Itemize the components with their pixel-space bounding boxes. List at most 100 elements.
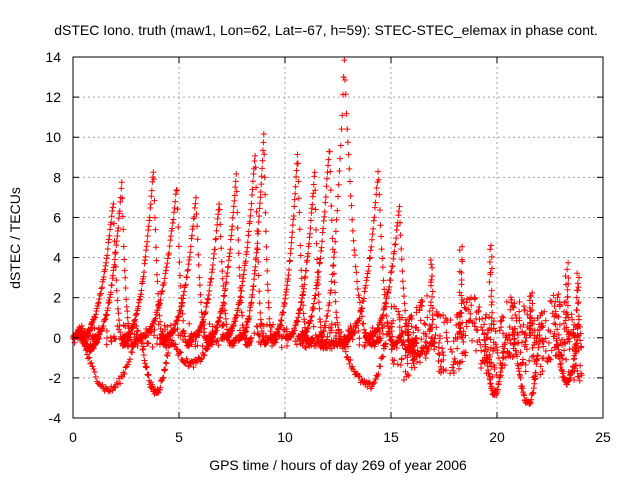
data-point <box>313 285 320 292</box>
data-point <box>292 190 299 197</box>
data-point <box>86 332 93 339</box>
data-point <box>221 292 228 299</box>
data-point <box>510 352 517 359</box>
data-point <box>301 319 308 326</box>
data-point <box>156 334 163 341</box>
data-point <box>550 292 557 299</box>
data-point <box>379 255 386 262</box>
data-point <box>523 334 530 341</box>
data-point <box>337 142 344 149</box>
data-point <box>459 296 466 303</box>
data-point <box>264 267 271 274</box>
data-point <box>177 307 184 314</box>
data-point <box>134 328 141 335</box>
data-point <box>210 255 217 262</box>
data-point <box>246 218 253 225</box>
data-point <box>172 198 179 205</box>
data-point <box>93 308 100 315</box>
data-point <box>106 232 113 239</box>
y-tick-label: 4 <box>53 250 61 266</box>
data-point <box>342 76 349 83</box>
data-point <box>496 327 503 334</box>
data-point <box>444 319 451 326</box>
data-point <box>154 278 161 285</box>
data-point <box>573 342 580 349</box>
data-point <box>379 313 386 320</box>
x-tick-label: 25 <box>595 429 611 445</box>
data-point <box>486 360 493 367</box>
data-point <box>231 192 238 199</box>
data-point <box>483 311 490 318</box>
data-point <box>162 267 169 274</box>
data-point <box>160 374 167 381</box>
data-point <box>565 280 572 287</box>
data-point <box>262 228 269 235</box>
data-point <box>258 339 265 346</box>
data-point <box>565 259 572 266</box>
data-point <box>219 268 226 275</box>
data-point <box>401 293 408 300</box>
data-point <box>268 324 275 331</box>
data-point <box>327 187 334 194</box>
data-point <box>528 396 535 403</box>
data-point <box>482 315 489 322</box>
data-point <box>574 300 581 307</box>
data-point <box>375 336 382 343</box>
data-point <box>108 219 115 226</box>
data-point <box>253 254 260 261</box>
data-point <box>92 314 99 321</box>
data-point <box>391 241 398 248</box>
data-point <box>161 275 168 282</box>
data-point <box>208 269 215 276</box>
data-point <box>483 370 490 377</box>
data-point <box>78 322 85 329</box>
data-point <box>563 324 570 331</box>
data-point <box>88 319 95 326</box>
data-point <box>368 236 375 243</box>
data-point <box>395 308 402 315</box>
data-point <box>366 255 373 262</box>
data-point <box>392 241 399 248</box>
data-point <box>413 309 420 316</box>
data-point <box>301 281 308 288</box>
data-point <box>122 284 129 291</box>
data-point <box>85 355 92 362</box>
data-point <box>379 264 386 271</box>
data-point <box>327 324 334 331</box>
data-point <box>116 317 123 324</box>
data-point <box>203 336 210 343</box>
data-point <box>254 323 261 330</box>
data-point <box>170 216 177 223</box>
data-point <box>578 370 585 377</box>
data-point <box>458 333 465 340</box>
data-point <box>310 181 317 188</box>
data-point <box>95 300 102 307</box>
data-point <box>414 358 421 365</box>
data-point <box>195 251 202 258</box>
data-point <box>209 262 216 269</box>
data-point <box>439 345 446 352</box>
data-point <box>233 312 240 319</box>
y-tick-label: 10 <box>45 129 61 145</box>
data-point <box>251 276 258 283</box>
data-point <box>213 327 220 334</box>
data-point <box>262 191 269 198</box>
data-point <box>181 333 188 340</box>
data-point <box>185 261 192 268</box>
data-point <box>222 315 229 322</box>
data-point <box>254 240 261 247</box>
data-point <box>100 273 107 280</box>
plot-frame <box>72 56 604 419</box>
data-point <box>260 323 267 330</box>
data-point <box>245 228 252 235</box>
data-point <box>286 266 293 273</box>
data-point <box>326 148 333 155</box>
data-point <box>158 288 165 295</box>
data-point <box>229 223 236 230</box>
data-point <box>161 367 168 374</box>
data-point <box>210 250 217 257</box>
data-point <box>393 344 400 351</box>
data-point <box>224 333 231 340</box>
data-point <box>484 346 491 353</box>
data-point <box>364 274 371 281</box>
